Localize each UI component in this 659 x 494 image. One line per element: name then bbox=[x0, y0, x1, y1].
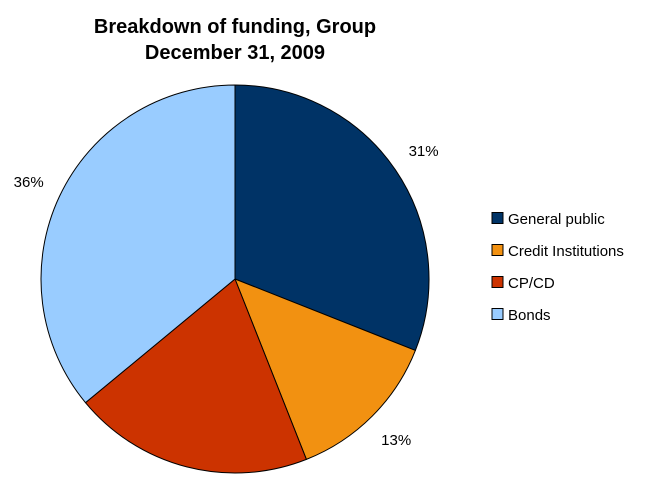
chart-title: Breakdown of funding, Group December 31,… bbox=[0, 14, 470, 66]
legend-label-bonds: Bonds bbox=[508, 307, 551, 324]
legend-item-bonds: Bonds bbox=[491, 307, 551, 324]
legend-label-cp-cd: CP/CD bbox=[508, 275, 555, 292]
data-label-general-public: 31% bbox=[409, 143, 439, 160]
pie-slice-general-public bbox=[234, 84, 430, 351]
pie-slices bbox=[40, 84, 430, 474]
legend-item-credit-institutions: Credit Institutions bbox=[491, 243, 624, 260]
data-label-credit-institutions: 13% bbox=[381, 432, 411, 449]
legend-label-credit-institutions: Credit Institutions bbox=[508, 243, 624, 260]
legend-label-general-public: General public bbox=[508, 211, 605, 228]
chart-title-line1: Breakdown of funding, Group bbox=[93, 16, 377, 38]
legend-item-general-public: General public bbox=[491, 211, 605, 228]
pie-slice-credit-institutions bbox=[234, 278, 416, 460]
data-labels: 31% 13% 20% 36% bbox=[14, 143, 439, 494]
pie-slice-bonds bbox=[40, 84, 236, 404]
data-label-cp-cd: 20% bbox=[163, 492, 193, 494]
chart-title-line2: December 31, 2009 bbox=[144, 42, 326, 64]
legend-swatch-general-public bbox=[491, 212, 504, 224]
legend: General public Credit Institutions CP/CD Bo… bbox=[491, 211, 624, 324]
pie-slice-cp-cd bbox=[85, 278, 307, 474]
legend-swatch-bonds bbox=[491, 308, 504, 320]
legend-swatch-cp-cd bbox=[491, 276, 504, 288]
legend-swatch-credit-institutions bbox=[491, 244, 504, 256]
data-label-bonds: 36% bbox=[14, 174, 44, 191]
legend-item-cp-cd: CP/CD bbox=[491, 275, 555, 292]
